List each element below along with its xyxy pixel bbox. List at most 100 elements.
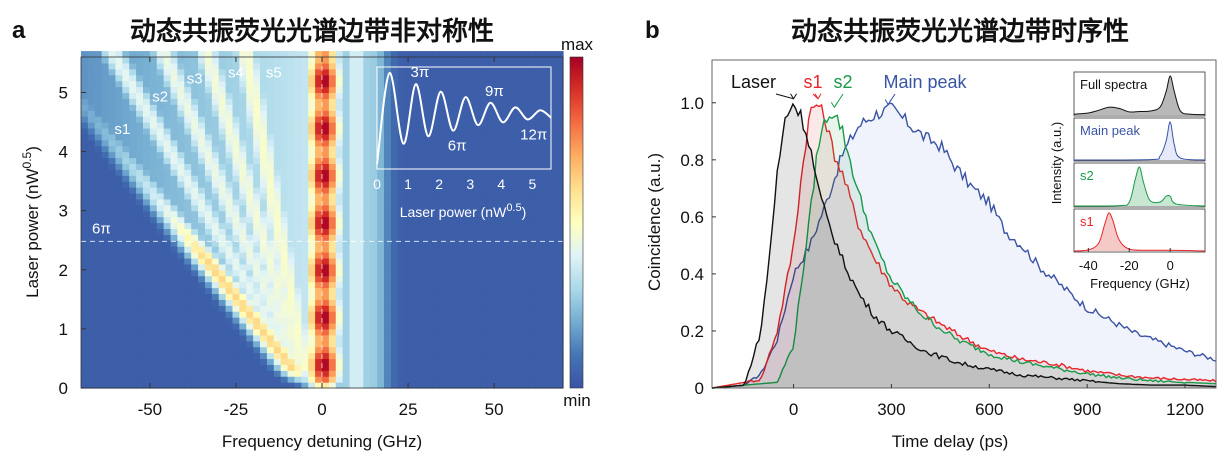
heatmap-cell xyxy=(397,57,406,64)
heatmap-cell xyxy=(349,210,358,218)
heatmap-cell xyxy=(445,169,454,176)
heatmap-cell xyxy=(294,246,302,253)
heatmap-cell xyxy=(225,175,234,182)
heatmap-cell xyxy=(363,80,371,88)
heatmap-cell xyxy=(370,287,378,295)
heatmap-cell xyxy=(363,51,371,58)
heatmap-cell xyxy=(301,364,309,371)
heatmap-cell xyxy=(425,169,433,176)
heatmap-cell xyxy=(260,74,268,82)
heatmap-cell xyxy=(363,68,371,76)
heatmap-cell xyxy=(315,151,323,159)
heatmap-cell xyxy=(439,163,447,170)
heatmap-cell xyxy=(170,139,178,147)
heatmap-cell xyxy=(163,328,172,336)
heatmap-cell xyxy=(397,175,406,182)
heatmap-cell xyxy=(170,145,178,153)
heatmap-cell xyxy=(94,352,103,360)
heatmap-cell xyxy=(501,246,509,253)
heatmap-cell xyxy=(356,216,364,224)
heatmap-cell xyxy=(149,246,158,253)
heatmap-cell xyxy=(328,287,337,295)
heatmap-cell xyxy=(390,382,399,389)
heatmap-cell xyxy=(177,187,185,194)
heatmap-cell xyxy=(383,57,392,64)
heatmap-cell xyxy=(101,198,110,206)
heatmap-cell xyxy=(218,151,227,159)
heatmap-cell xyxy=(115,263,123,271)
heatmap-cell xyxy=(315,116,323,123)
heatmap-cell xyxy=(404,198,413,206)
heatmap-cell xyxy=(204,192,213,200)
heatmap-cell xyxy=(246,57,254,64)
heatmap-cell xyxy=(287,311,296,318)
heatmap-cell xyxy=(108,80,117,88)
heatmap-cell xyxy=(356,204,364,212)
heatmap-cell xyxy=(122,92,130,99)
heatmap-cell xyxy=(342,364,351,371)
heatmap-cell xyxy=(108,305,117,312)
heatmap-cell xyxy=(480,269,488,277)
heatmap-cell xyxy=(129,57,137,64)
heatmap-cell xyxy=(542,116,550,123)
heatmap-cell xyxy=(466,92,475,99)
heatmap-cell xyxy=(473,299,481,306)
heatmap-cell xyxy=(246,311,254,318)
heatmap-cell xyxy=(239,133,247,141)
heatmap-cell xyxy=(315,252,323,259)
heatmap-cell xyxy=(377,98,385,105)
heatmap-cell xyxy=(266,352,275,360)
heatmap-cell xyxy=(452,151,461,159)
heatmap-cell xyxy=(260,234,268,241)
heatmap-cell xyxy=(129,204,137,212)
heatmap-cell xyxy=(390,151,399,159)
heatmap-cell xyxy=(328,98,337,105)
heatmap-cell xyxy=(287,228,296,235)
heatmap-cell xyxy=(253,287,261,295)
heatmap-cell xyxy=(480,228,488,235)
heatmap-cell xyxy=(294,257,302,265)
heatmap-cell xyxy=(404,98,413,105)
heatmap-cell xyxy=(377,187,385,194)
heatmap-cell xyxy=(273,181,282,188)
heatmap-cell xyxy=(301,57,309,64)
heatmap-cell xyxy=(528,175,537,182)
heatmap-cell xyxy=(349,222,358,230)
heatmap-cell xyxy=(549,110,557,117)
heatmap-cell xyxy=(439,216,447,224)
heatmap-cell xyxy=(411,287,419,295)
heatmap-cell xyxy=(542,382,550,389)
heatmap-cell xyxy=(521,192,530,200)
heatmap-cell xyxy=(349,305,358,312)
heatmap-cell xyxy=(136,57,144,64)
heatmap-cell xyxy=(528,376,537,383)
x-tick-label: 1200 xyxy=(1166,400,1204,419)
heatmap-cell xyxy=(335,305,344,312)
heatmap-cell xyxy=(439,110,447,117)
heatmap-cell xyxy=(342,275,351,283)
heatmap-cell xyxy=(425,257,433,265)
heatmap-cell xyxy=(260,98,268,105)
heatmap-cell xyxy=(397,51,406,58)
heatmap-cell xyxy=(480,311,488,318)
heatmap-cell xyxy=(170,110,178,117)
heatmap-cell xyxy=(466,181,475,188)
heatmap-cell xyxy=(335,198,344,206)
heatmap-cell xyxy=(521,228,530,235)
heatmap-cell xyxy=(177,358,185,365)
heatmap-cell xyxy=(184,80,192,88)
heatmap-cell xyxy=(280,175,289,182)
heatmap-cell xyxy=(294,181,302,188)
heatmap-cell xyxy=(494,210,502,218)
heatmap-cell xyxy=(301,334,309,342)
heatmap-cell xyxy=(136,51,144,58)
heatmap-cell xyxy=(177,222,185,230)
heatmap-cell xyxy=(232,322,240,330)
heatmap-cell xyxy=(383,376,392,383)
heatmap-cell xyxy=(418,287,426,295)
heatmap-cell xyxy=(204,275,213,283)
heatmap-cell xyxy=(425,122,433,129)
heatmap-cell xyxy=(494,86,502,94)
heatmap-cell xyxy=(308,240,316,247)
heatmap-cell xyxy=(198,234,206,241)
